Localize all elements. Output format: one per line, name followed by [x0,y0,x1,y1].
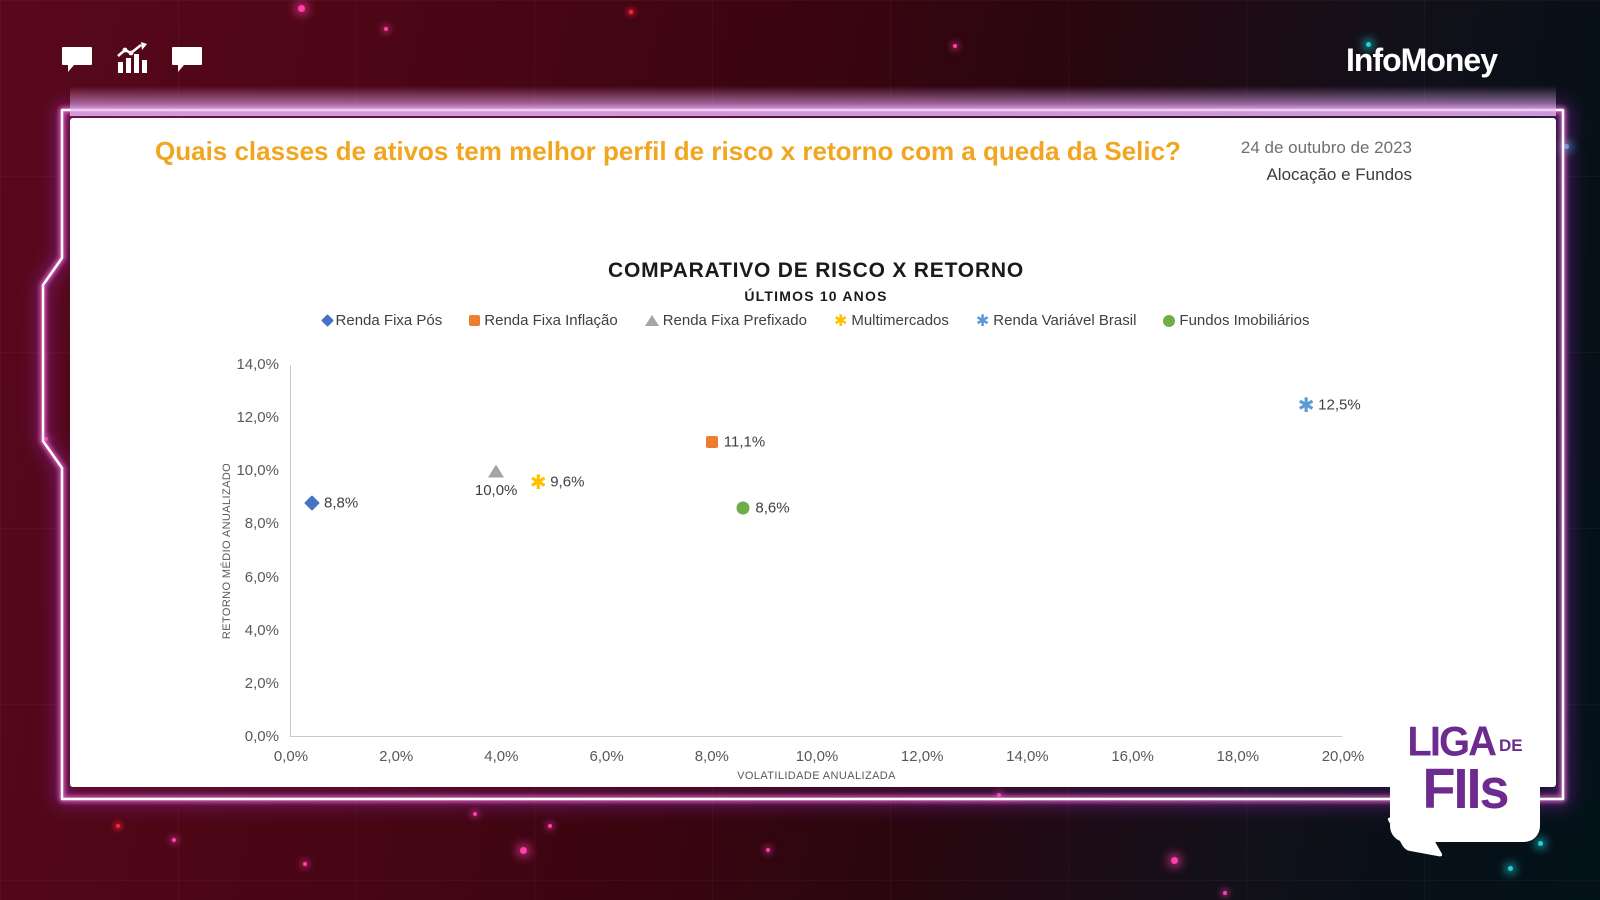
glow-dot [298,5,305,12]
glow-dot [548,824,552,828]
meta-block: 24 de outubro de 2023 Alocação e Fundos [1241,138,1412,185]
infomoney-logo: InfoMoney [1346,42,1498,78]
data-point-label: 10,0% [474,482,518,500]
top-icon-bar [60,42,204,76]
x-tick-label: 10,0% [795,748,839,765]
marker-wrap [736,501,750,515]
y-tick-label: 6,0% [244,568,279,586]
legend-item-fundos-imobiliarios: Fundos Imobiliários [1163,312,1309,329]
category-label: Alocação e Fundos [1266,165,1412,184]
glow-dot [953,44,957,48]
x-tick-label: 20,0% [1321,748,1365,765]
y-tick-label: 2,0% [244,674,279,692]
marker-wrap: ✱ [529,469,547,494]
marker-square-icon [705,436,718,449]
y-tick-label: 8,0% [244,515,279,533]
x-tick-label: 2,0% [379,748,414,765]
legend-marker-asterisk-icon: ✱ [975,310,990,330]
glow-dot [1564,144,1569,149]
plot-area: RETORNO MÉDIO ANUALIZADO VOLATILIDADE AN… [221,356,1364,782]
x-tick-label: 16,0% [1111,748,1154,765]
bar-chart-icon [114,42,150,76]
legend-marker-triangle-icon [644,315,659,326]
marker-wrap [488,464,505,478]
chat-icon [60,42,94,76]
legend-item-renda-variavel-brasil: ✱ Renda Variável Brasil [976,312,1137,329]
content-card: Quais classes de ativos tem melhor perfi… [70,118,1556,787]
marker-asterisk-icon: ✱ [1297,392,1315,417]
x-axis-title: VOLATILIDADE ANUALIZADA [737,770,896,782]
marker-wrap [705,436,718,449]
y-tick-label: 0,0% [244,728,279,745]
glow-dot [997,793,1001,797]
liga-fiis-text: FIIs [1422,757,1509,820]
y-tick-label: 4,0% [244,621,279,639]
legend-item-label: Renda Fixa Prefixado [662,312,807,329]
glow-dot [520,847,527,854]
glow-dot [384,27,388,31]
legend-item-multimercados: ✱ Multimercados [834,312,949,329]
legend-marker-asterisk-icon: ✱ [833,310,848,330]
x-tick-label: 12,0% [900,748,944,765]
glow-dot [473,812,477,816]
date-label: 24 de outubro de 2023 [1240,138,1412,157]
x-tick-label: 6,0% [589,748,624,765]
liga-de-text: DE [1498,735,1523,755]
page-title: Quais classes de ativos tem melhor perfi… [155,136,1181,166]
x-tick-label: 18,0% [1216,748,1260,765]
y-axis-title: RETORNO MÉDIO ANUALIZADO [221,462,233,639]
glow-dot [766,848,770,852]
glow-dot [629,10,633,14]
glow-dot [1366,42,1371,47]
legend-item-label: Renda Fixa Pós [335,312,443,329]
marker-wrap [304,495,320,511]
liga-de-fiis-logo: LIGA DE FIIs [1390,690,1540,842]
glow-dot [172,838,176,842]
liga-text: LIGA [1407,718,1497,765]
marker-triangle-icon [488,464,505,478]
marker-asterisk-icon: ✱ [529,469,547,494]
marker-circle-icon [736,501,750,515]
legend-marker-circle-icon [1163,314,1176,327]
y-tick-label: 14,0% [236,356,279,373]
x-tick-label: 8,0% [694,748,729,765]
marker-wrap: ✱ [1297,392,1315,417]
glow-dot [1223,891,1227,895]
legend-item-renda-fixa-inflacao: Renda Fixa Inflação [469,312,618,329]
glow-dot [1508,866,1513,871]
x-tick-label: 0,0% [273,748,309,765]
legend-marker-square-icon [469,315,481,326]
glow-dot [303,862,307,866]
legend-item-label: Fundos Imobiliários [1179,312,1310,329]
legend-item-renda-fixa-pos: Renda Fixa Pós [320,312,443,329]
legend-marker-diamond-icon [320,314,334,327]
glow-dot [116,824,120,828]
x-tick-label: 14,0% [1006,748,1049,765]
legend-item-label: Renda Variável Brasil [993,312,1137,329]
chat-icon [170,42,204,76]
marker-diamond-icon [304,495,320,511]
y-tick-label: 10,0% [236,462,279,480]
glow-dot [1538,841,1543,846]
chart-header: COMPARATIVO DE RISCO X RETORNO ÚLTIMOS 1… [290,259,1342,304]
chart-subtitle: ÚLTIMOS 10 ANOS [744,288,888,304]
data-point-label: 11,1% [723,433,766,451]
legend-item-label: Renda Fixa Inflação [484,312,618,329]
glow-dot [1171,857,1178,864]
y-tick-label: 12,0% [236,409,279,427]
chart-title: COMPARATIVO DE RISCO X RETORNO [607,259,1025,282]
data-point-label: 9,6% [550,473,585,491]
data-point-label: 8,8% [324,494,359,512]
legend-item-renda-fixa-prefixado: Renda Fixa Prefixado [644,312,807,329]
legend-item-label: Multimercados [851,312,949,329]
x-tick-label: 4,0% [484,748,519,765]
data-point-label: 12,5% [1318,396,1361,414]
chart-legend: Renda Fixa Pós Renda Fixa Inflação Renda F… [227,312,1405,329]
data-point-label: 8,6% [755,499,790,517]
